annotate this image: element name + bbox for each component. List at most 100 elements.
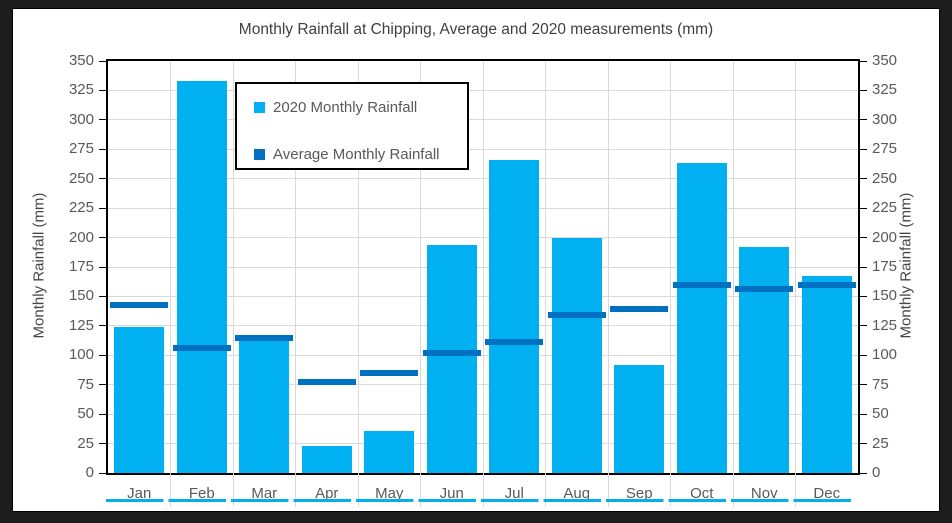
x-boundary-tick-5: [420, 473, 421, 507]
x-gridline-6: [482, 61, 484, 473]
y-tick-right-25: [860, 443, 867, 445]
bar-nov[interactable]: [739, 247, 790, 473]
x-gridline-5: [420, 61, 421, 473]
x-gridline-11: [795, 61, 796, 473]
x-boundary-tick-10: [732, 473, 734, 507]
legend-item-average[interactable]: Average Monthly Rainfall: [254, 146, 439, 163]
y-tick-right-50: [860, 413, 867, 415]
x-boundary-tick-8: [607, 473, 609, 507]
y-label-left-350: 350: [68, 52, 94, 69]
chart-surface[interactable]: Monthly Rainfall at Chipping, Average an…: [12, 8, 940, 512]
x-boundary-tick-2: [232, 473, 234, 507]
y-tick-left-25: [99, 443, 106, 445]
plot-area[interactable]: 0 0 25 25 50 50 75 75 100 100 125 125 150 150 175 175 20…: [69, 53, 897, 507]
y-label-right-200: 200: [872, 228, 898, 246]
legend-label-2020: 2020 Monthly Rainfall: [273, 99, 418, 116]
y-tick-right-125: [860, 325, 867, 327]
y-label-left-275: 275: [68, 140, 94, 158]
legend-swatch-average: [254, 149, 265, 160]
y-label-right-350: 350: [872, 52, 898, 69]
legend-swatch-2020: [254, 102, 265, 113]
y-tick-left-350: [99, 60, 106, 62]
avg-dash-dec[interactable]: [797, 281, 856, 288]
avg-dash-sep[interactable]: [610, 306, 669, 313]
bar-jan[interactable]: [114, 327, 165, 473]
legend[interactable]: 2020 Monthly Rainfall Average Monthly Ra…: [235, 82, 469, 170]
bar-feb[interactable]: [176, 81, 227, 473]
avg-dash-nov[interactable]: [735, 286, 794, 293]
y-tick-right-300: [860, 119, 867, 121]
y-label-right-50: 50: [872, 405, 889, 423]
y-tick-right-225: [860, 207, 867, 209]
x-label-mar: Mar: [251, 485, 278, 502]
x-label-oct: Oct: [690, 485, 714, 502]
y-tick-left-0: [99, 472, 106, 474]
chart-title: Monthly Rainfall at Chipping, Average an…: [238, 21, 714, 38]
y-label-right-175: 175: [872, 258, 898, 275]
bar-jun[interactable]: [426, 244, 477, 473]
bar-may[interactable]: [364, 430, 415, 473]
y-tick-left-50: [99, 413, 106, 415]
avg-dash-feb[interactable]: [172, 345, 231, 352]
x-label-jan: Jan: [127, 485, 152, 502]
avg-dash-mar[interactable]: [235, 334, 294, 341]
y-label-left-225: 225: [68, 199, 94, 217]
bar-mar[interactable]: [239, 338, 290, 473]
x-label-dec: Dec: [813, 485, 841, 502]
y-tick-left-275: [99, 148, 106, 150]
x-gridline-7: [545, 61, 546, 473]
avg-dash-jul[interactable]: [485, 339, 544, 346]
y-label-left-175: 175: [68, 258, 94, 275]
avg-dash-may[interactable]: [360, 369, 419, 376]
y-label-right-275: 275: [872, 140, 898, 158]
avg-dash-jun[interactable]: [422, 349, 481, 356]
x-boundary-tick-1: [170, 473, 171, 507]
y-tick-left-250: [99, 178, 106, 180]
x-gridline-3: [295, 61, 296, 473]
bar-sep[interactable]: [614, 364, 665, 473]
y-label-left-125: 125: [68, 316, 94, 334]
y-tick-right-175: [860, 266, 867, 268]
bar-apr[interactable]: [301, 445, 352, 473]
y-tick-right-275: [860, 148, 867, 150]
bar-aug[interactable]: [551, 237, 602, 473]
y-label-left-75: 75: [77, 375, 94, 393]
avg-dash-aug[interactable]: [547, 312, 606, 319]
y-tick-left-200: [99, 237, 106, 239]
bar-dec[interactable]: [801, 276, 852, 473]
y-tick-left-225: [99, 207, 106, 209]
y-label-right-150: 150: [872, 287, 898, 305]
y-tick-right-100: [860, 354, 867, 356]
y-tick-left-125: [99, 325, 106, 327]
x-gridline-1: [170, 61, 171, 473]
x-gridline-10: [732, 61, 734, 473]
bar-jul[interactable]: [489, 159, 540, 473]
x-label-jun: Jun: [439, 485, 464, 502]
y-label-right-250: 250: [872, 169, 898, 187]
y-label-left-150: 150: [68, 287, 94, 305]
y-label-right-100: 100: [872, 346, 898, 364]
y-tick-right-200: [860, 237, 867, 239]
y-tick-right-250: [860, 178, 867, 180]
avg-dash-jan[interactable]: [110, 301, 169, 308]
y-label-left-250: 250: [68, 169, 94, 187]
y-label-right-0: 0: [872, 464, 881, 481]
partial-chart-strip: [106, 499, 856, 502]
y-label-left-0: 0: [85, 464, 94, 481]
avg-dash-oct[interactable]: [672, 281, 731, 288]
y-tick-left-300: [99, 119, 106, 121]
y-label-right-225: 225: [872, 199, 898, 217]
legend-item-2020[interactable]: 2020 Monthly Rainfall: [254, 99, 417, 116]
y-tick-left-100: [99, 354, 106, 356]
bar-oct[interactable]: [676, 163, 727, 473]
y-label-left-200: 200: [68, 228, 94, 246]
avg-dash-apr[interactable]: [297, 379, 356, 386]
y-tick-left-325: [99, 89, 106, 91]
y-tick-right-150: [860, 295, 867, 297]
x-boundary-tick-4: [357, 473, 359, 507]
x-label-feb: Feb: [188, 485, 215, 502]
y-tick-right-75: [860, 384, 867, 386]
y-label-left-50: 50: [77, 405, 94, 423]
y-label-right-25: 25: [872, 434, 889, 452]
